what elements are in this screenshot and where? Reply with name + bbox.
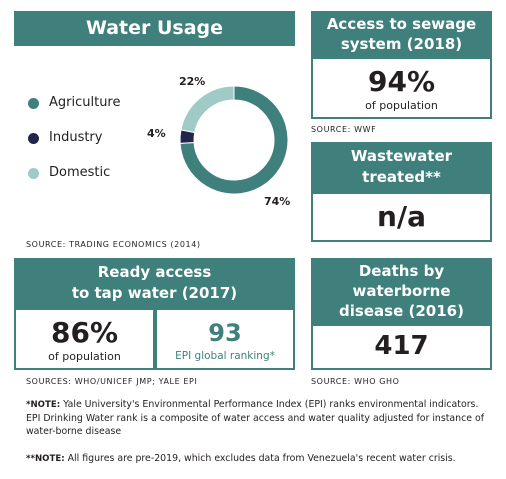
note-pre-2019: **NOTE: All figures are pre-2019, which … [26, 452, 494, 466]
donut-slice-agriculture [179, 85, 289, 195]
source-prefix: SOURCE: [311, 377, 351, 386]
legend-label-agriculture: Agriculture [49, 95, 121, 110]
water-usage-donut [179, 85, 289, 195]
deaths-source: SOURCE: WHO GHO [311, 377, 400, 386]
wastewater-box: n/a [311, 192, 492, 242]
tap-rank-value: 93 [208, 319, 242, 347]
source-text: WHO/UNICEF JMP; YALE EPI [74, 377, 198, 386]
sewage-value: 94% [367, 65, 436, 98]
deaths-value: 417 [374, 331, 429, 361]
deaths-title-line2: waterborne [352, 282, 451, 300]
tap-box-rank: 93 EPI global ranking* [155, 308, 295, 370]
sewage-title-line2: system (2018) [340, 35, 463, 53]
note-epi: *NOTE: Yale University's Environmental P… [26, 398, 494, 438]
sewage-source: SOURCE: WWF [311, 125, 376, 134]
source-text: WWF [354, 125, 377, 134]
legend-swatch-industry [28, 133, 39, 144]
water-usage-title: Water Usage [85, 17, 224, 39]
deaths-title-line3: disease (2016) [339, 302, 464, 320]
water-usage-header: Water Usage [14, 11, 295, 46]
deaths-box: 417 [311, 324, 492, 370]
source-prefix: SOURCES: [26, 377, 72, 386]
legend-swatch-domestic [28, 168, 39, 179]
wastewater-title-line2: treated** [362, 168, 441, 186]
tap-value: 86% [50, 316, 119, 349]
tap-box-population: 86% of population [14, 308, 155, 370]
tap-source: SOURCES: WHO/UNICEF JMP; YALE EPI [26, 377, 197, 386]
donut-label-domestic: 22% [179, 75, 206, 88]
note2-text: All figures are pre-2019, which excludes… [67, 453, 456, 464]
tap-sub: of population [48, 350, 121, 363]
donut-label-industry: 4% [147, 127, 166, 140]
note2-prefix: **NOTE: [26, 454, 65, 464]
note1-prefix: *NOTE: [26, 400, 61, 410]
source-prefix: SOURCE: [311, 125, 351, 134]
donut-slice-domestic [180, 85, 235, 134]
note1-text: Yale University's Environmental Performa… [26, 399, 485, 437]
wastewater-value: n/a [376, 200, 427, 233]
legend-swatch-agriculture [28, 98, 39, 109]
deaths-title-line1: Deaths by [358, 262, 445, 280]
source-text: TRADING ECONOMICS (2014) [69, 240, 201, 249]
sewage-title-line1: Access to sewage [326, 15, 477, 33]
sewage-box: 94% of population [311, 57, 492, 119]
deaths-header: Deaths by waterborne disease (2016) [311, 258, 492, 324]
source-text: WHO GHO [354, 377, 400, 386]
water-usage-source: SOURCE: TRADING ECONOMICS (2014) [26, 240, 201, 249]
legend-label-domestic: Domestic [49, 165, 111, 180]
tap-title-line2: to tap water (2017) [71, 284, 238, 302]
legend-label-industry: Industry [49, 130, 103, 145]
sewage-sub: of population [365, 99, 438, 112]
wastewater-header: Wastewater treated** [311, 142, 492, 192]
source-prefix: SOURCE: [26, 240, 66, 249]
tap-title-line1: Ready access [97, 263, 212, 281]
tap-rank-sub: EPI global ranking* [175, 350, 275, 362]
donut-label-agriculture: 74% [264, 195, 291, 208]
wastewater-title-line1: Wastewater [350, 147, 453, 165]
sewage-header: Access to sewage system (2018) [311, 11, 492, 57]
tap-header: Ready access to tap water (2017) [14, 258, 295, 308]
